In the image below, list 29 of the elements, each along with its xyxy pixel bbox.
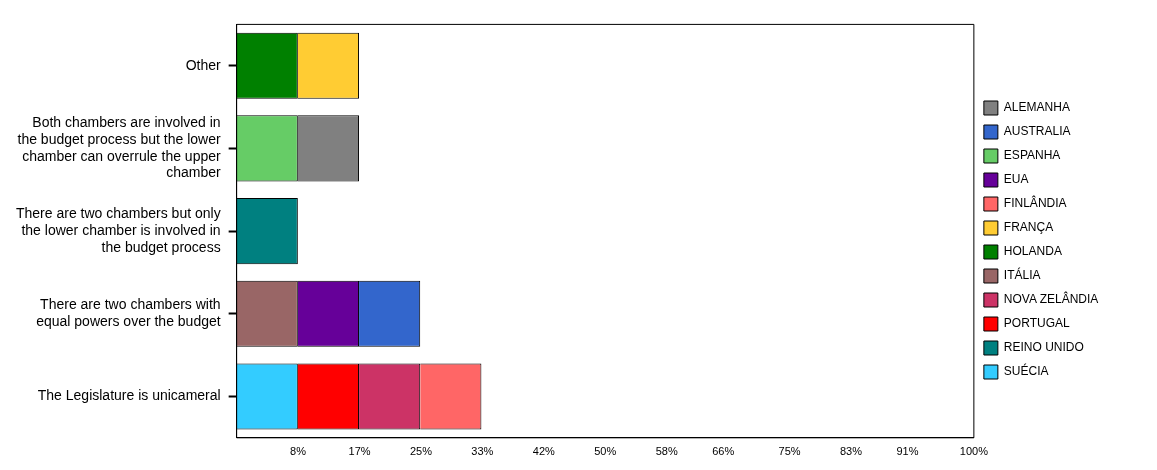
y-tick-label: Other <box>185 56 221 73</box>
x-tick-label: 42% <box>532 445 556 458</box>
legend-label: EUA <box>1003 172 1029 187</box>
x-tick-label: 25% <box>409 445 433 458</box>
x-tick-label: 33% <box>471 445 494 458</box>
x-tick-label: 83% <box>839 445 863 458</box>
legend-label: ESPANHA <box>1003 148 1061 163</box>
legend-label: HOLANDA <box>1003 244 1062 259</box>
legend-label: PORTUGAL <box>1003 316 1070 331</box>
x-tick-label: 17% <box>348 445 371 458</box>
legend-label: SUÉCIA <box>1003 363 1049 379</box>
legend-label: ALEMANHA <box>1003 100 1070 115</box>
x-tick-label: 75% <box>778 445 801 458</box>
x-tick-label: 91% <box>896 445 919 458</box>
x-tick-label: 8% <box>290 445 307 458</box>
legend-label: AUSTRALIA <box>1003 124 1071 139</box>
x-tick-label: 50% <box>594 445 617 458</box>
legend-label: REINO UNIDO <box>1003 340 1084 355</box>
legend-label: ITÁLIA <box>1003 267 1041 283</box>
x-tick-label: 58% <box>655 445 678 458</box>
y-tick-label: The Legislature is unicameral <box>37 387 221 404</box>
legend-label: NOVA ZELÂNDIA <box>1003 291 1099 307</box>
y-tick-label: Both chambers are involved in the budget process but the lower chamber can overrule the upper chamber <box>17 114 221 181</box>
legend-label: FRANÇA <box>1003 220 1054 235</box>
y-tick-label: There are two chambers with equal powers over the budget <box>36 296 221 330</box>
y-tick-label: There are two chambers but only the lower chamber is involved in the budget process <box>16 205 221 255</box>
legend-label: FINLÂNDIA <box>1003 195 1067 211</box>
x-tick-label: 100% <box>959 445 989 458</box>
x-tick-label: 66% <box>712 445 735 458</box>
